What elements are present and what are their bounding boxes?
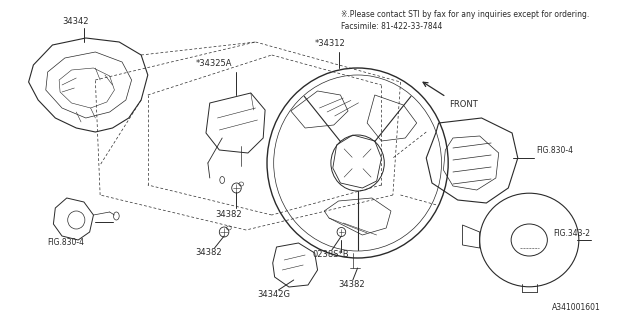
Text: FIG.830-4: FIG.830-4	[47, 238, 84, 247]
Text: 34382: 34382	[339, 280, 365, 289]
Text: *34312: *34312	[315, 39, 346, 48]
Text: *34325A: *34325A	[195, 59, 232, 68]
Text: 0238S*B: 0238S*B	[313, 250, 349, 259]
Text: FIG.830-4: FIG.830-4	[536, 146, 573, 155]
Text: ※.Please contact STI by fax for any inquiries except for ordering.: ※.Please contact STI by fax for any inqu…	[341, 10, 589, 19]
Text: Facsimile: 81-422-33-7844: Facsimile: 81-422-33-7844	[341, 22, 443, 31]
Text: 34382: 34382	[216, 210, 242, 219]
Text: FRONT: FRONT	[449, 100, 478, 109]
Text: 34342G: 34342G	[257, 290, 291, 299]
Text: A341001601: A341001601	[552, 303, 601, 312]
Text: 34382: 34382	[195, 248, 222, 257]
Text: FIG.343-2: FIG.343-2	[553, 229, 590, 238]
Text: 34342: 34342	[62, 17, 88, 26]
